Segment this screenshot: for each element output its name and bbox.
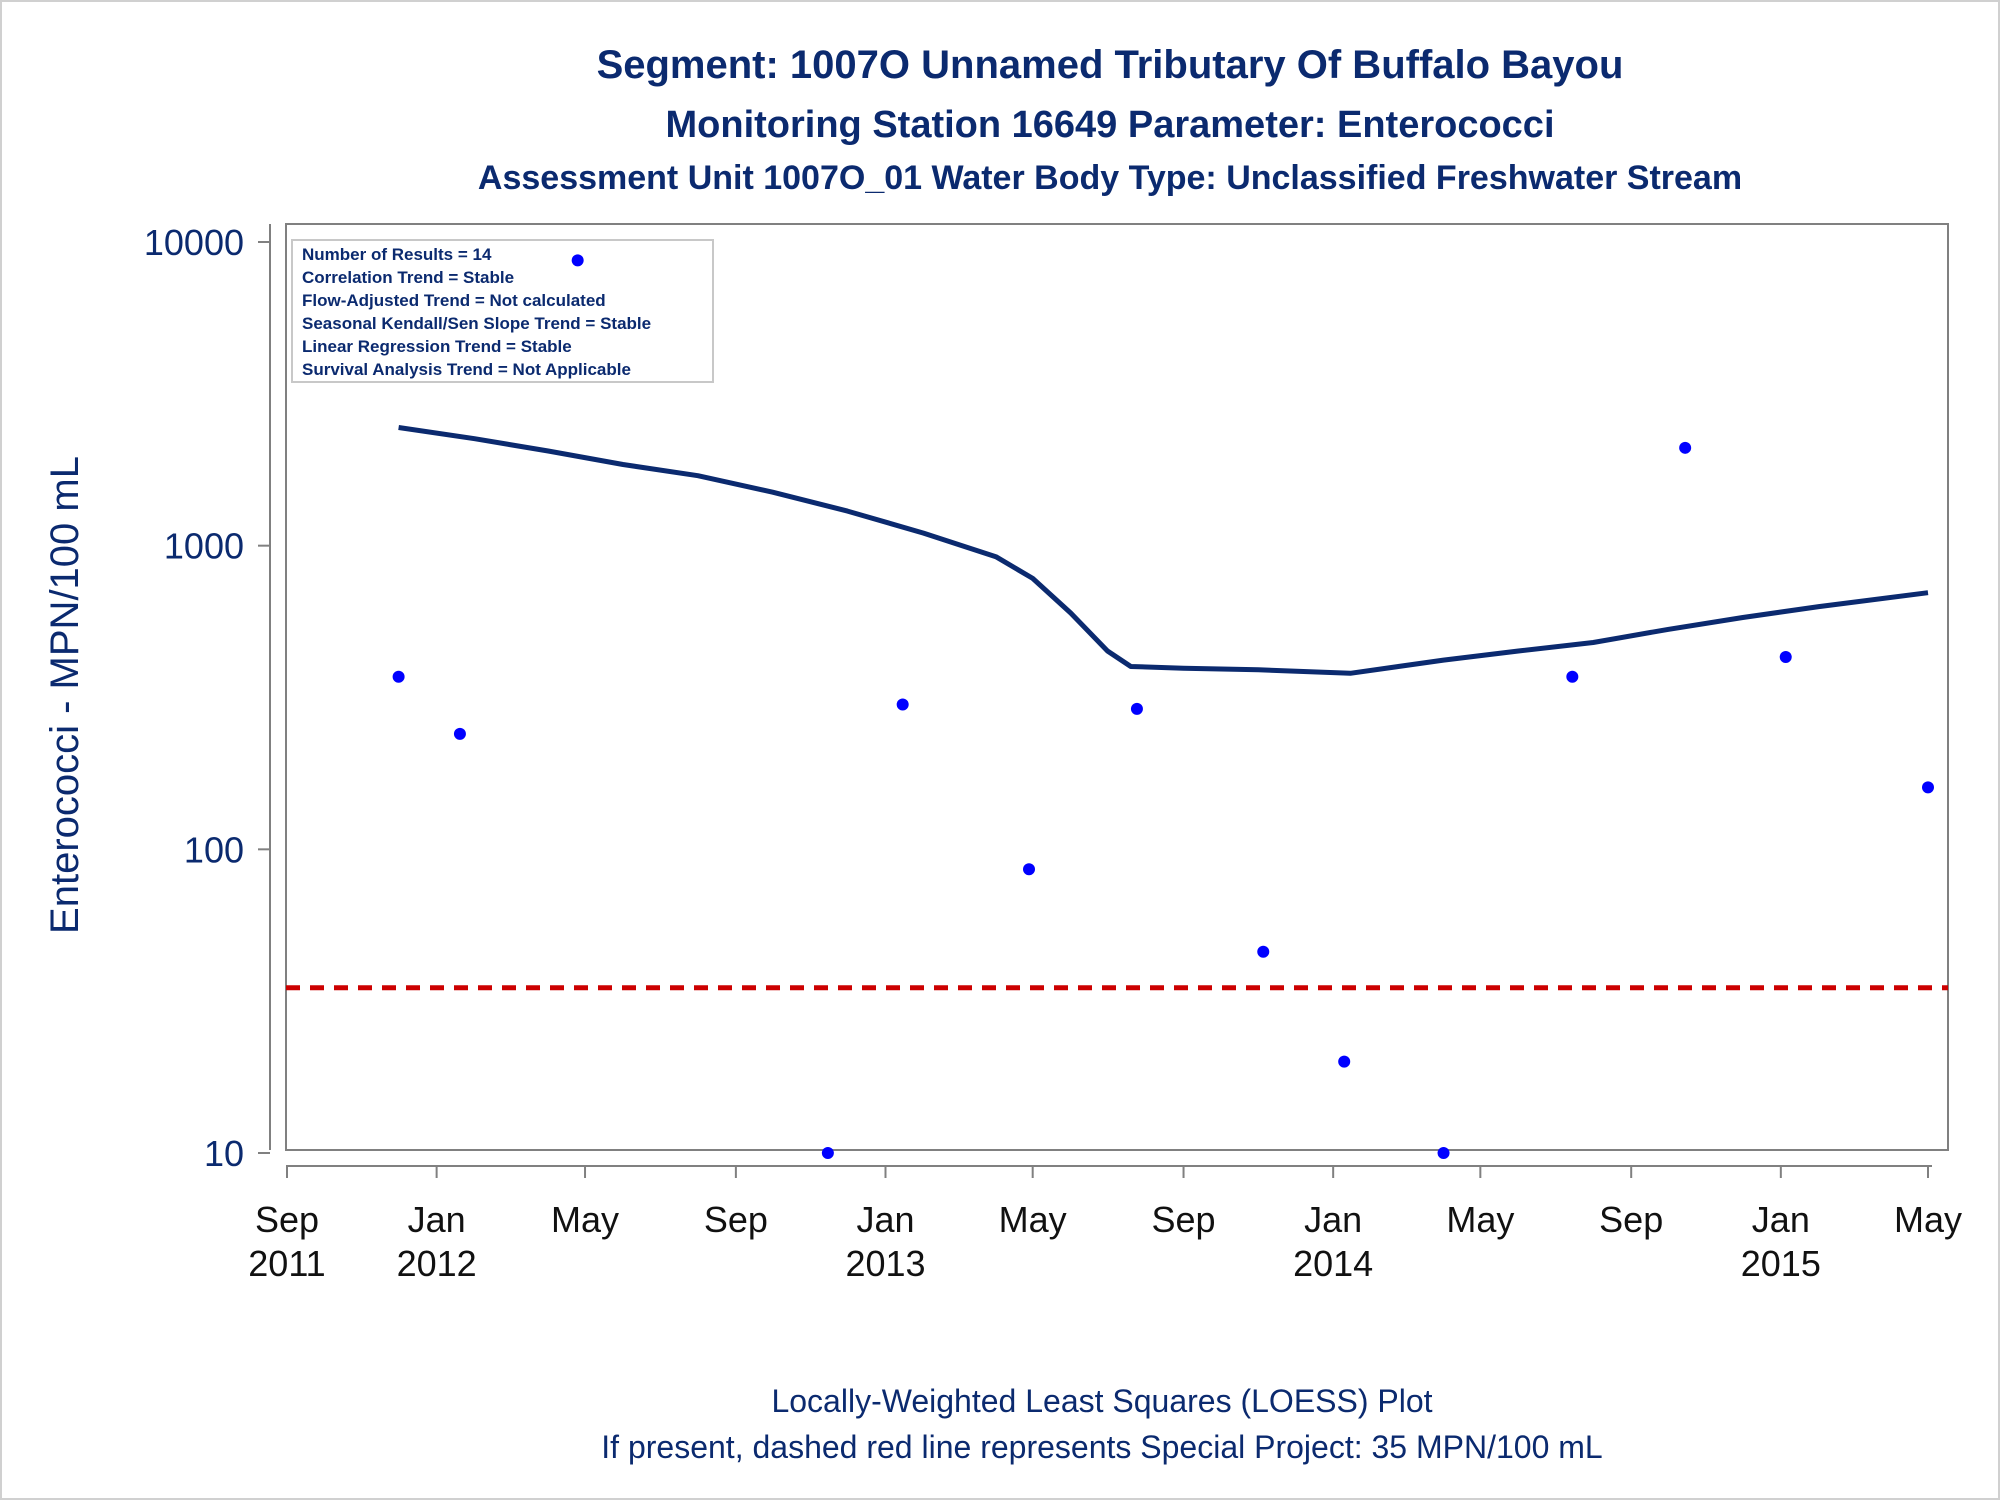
info-line: Linear Regression Trend = Stable xyxy=(302,337,572,356)
info-line: Seasonal Kendall/Sen Slope Trend = Stabl… xyxy=(302,314,651,333)
chart-title: Segment: 1007O Unnamed Tributary Of Buff… xyxy=(597,43,1624,87)
y-tick-label: 100 xyxy=(184,829,244,870)
y-axis-label: Enterococci - MPN/100 mL xyxy=(43,456,87,934)
info-box-frame xyxy=(291,239,714,383)
y-tick-label: 10000 xyxy=(144,222,244,263)
data-points xyxy=(392,254,1934,1159)
data-point xyxy=(1437,1147,1450,1159)
chart-subtitle-2: Assessment Unit 1007O_01 Water Body Type… xyxy=(478,159,1742,197)
info-line: Number of Results = 14 xyxy=(302,245,492,264)
data-point xyxy=(1566,670,1579,683)
x-tick-label: Jan xyxy=(856,1199,914,1240)
info-line: Correlation Trend = Stable xyxy=(302,268,514,287)
x-tick-year-label: 2012 xyxy=(397,1243,477,1284)
data-point xyxy=(1779,650,1792,663)
x-tick-label: Jan xyxy=(1304,1199,1362,1240)
info-line: Survival Analysis Trend = Not Applicable xyxy=(302,360,631,379)
data-point xyxy=(1130,702,1143,715)
footnote-1: Locally-Weighted Least Squares (LOESS) P… xyxy=(771,1383,1432,1419)
x-tick-label: Jan xyxy=(408,1199,466,1240)
x-tick-label: May xyxy=(1894,1199,1962,1240)
x-tick-label: Sep xyxy=(704,1199,768,1240)
data-point xyxy=(1679,441,1692,454)
x-tick-year-label: 2011 xyxy=(248,1243,325,1284)
x-tick-label: Jan xyxy=(1752,1199,1810,1240)
y-axis: 10 100 1000 10000 Enterococci - MPN/100 mL xyxy=(43,222,271,1174)
x-tick-label: Sep xyxy=(255,1199,319,1240)
data-point xyxy=(1922,781,1934,794)
x-tick-label: May xyxy=(551,1199,619,1240)
footnote-2: If present, dashed red line represents S… xyxy=(601,1429,1602,1465)
x-tick-label: May xyxy=(999,1199,1067,1240)
x-tick-year-label: 2013 xyxy=(845,1243,925,1284)
data-point xyxy=(821,1147,834,1159)
x-tick-year-label: 2015 xyxy=(1741,1243,1821,1284)
data-point xyxy=(392,670,405,683)
x-tick-label: Sep xyxy=(1599,1199,1663,1240)
plot-area xyxy=(285,223,1949,1151)
x-tick-label: May xyxy=(1446,1199,1514,1240)
loess-curve xyxy=(398,425,1929,676)
data-point xyxy=(1338,1055,1351,1068)
y-tick-label: 10 xyxy=(204,1133,244,1174)
info-box: Number of Results = 14 Correlation Trend… xyxy=(291,239,714,383)
info-line: Flow-Adjusted Trend = Not calculated xyxy=(302,291,606,310)
data-point xyxy=(1023,863,1036,876)
data-point xyxy=(453,727,466,740)
data-point xyxy=(571,254,584,267)
data-point xyxy=(896,698,909,711)
y-tick-label: 1000 xyxy=(164,526,244,567)
x-tick-label: Sep xyxy=(1152,1199,1216,1240)
x-tick-year-label: 2014 xyxy=(1293,1243,1373,1284)
data-point xyxy=(1257,945,1270,958)
chart-subtitle: Monitoring Station 16649 Parameter: Ente… xyxy=(665,104,1554,146)
